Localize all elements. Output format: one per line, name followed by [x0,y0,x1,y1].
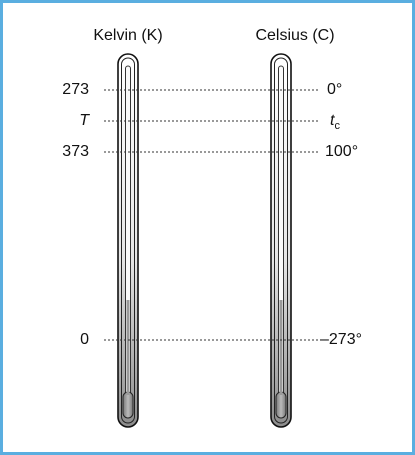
kelvin-label: T [79,112,90,129]
celsius-symbol: t [330,112,335,129]
thermometer-inner [121,57,135,424]
mercury [279,300,283,395]
celsius-label: tc [330,112,340,132]
kelvin-label: 373 [62,143,89,160]
bulb [122,391,134,419]
scale-title: Kelvin (K) [93,27,162,44]
scale-title: Celsius (C) [255,27,334,44]
kelvin-label: 273 [62,81,89,98]
bulb [275,391,287,419]
thermometers [117,53,292,428]
celsius-label: –273° [320,331,362,348]
celsius-label: 0° [327,81,342,98]
kelvin-label: 0 [80,331,89,348]
celsius-subscript: c [334,120,340,132]
mercury [126,300,130,395]
celsius-label: 100° [325,143,358,160]
thermometer-inner [274,57,288,424]
